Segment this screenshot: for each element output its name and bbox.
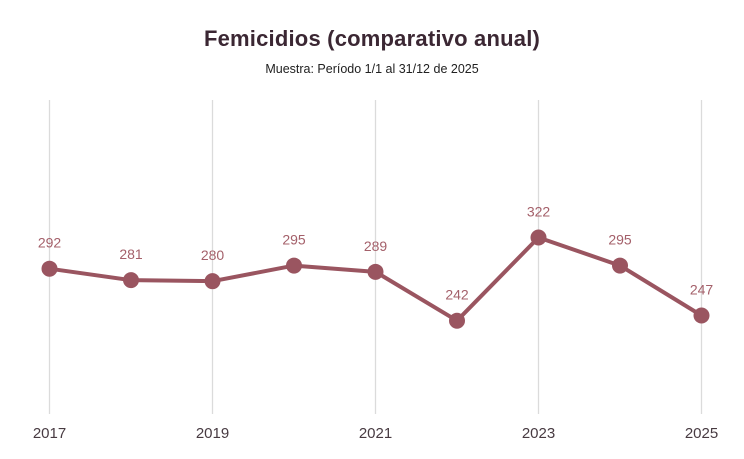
value-label: 289 [364,238,388,254]
data-point [41,260,58,277]
x-axis-label: 2023 [522,425,555,442]
data-point [123,272,139,289]
value-label: 295 [282,232,306,248]
x-axis-label: 2017 [33,425,66,442]
value-label: 322 [527,204,551,220]
data-point [204,273,221,290]
chart-title: Femicidios (comparativo anual) [203,26,541,51]
value-label: 242 [445,287,469,303]
value-label: 280 [201,247,225,263]
x-axis-label: 2025 [685,425,718,442]
data-point [530,229,547,246]
data-point [286,257,302,274]
data-point [693,307,710,324]
data-point [612,257,628,274]
value-label: 295 [608,232,632,248]
value-label: 247 [690,282,714,298]
chart-subtitle: Muestra: Período 1/1 al 31/12 de 2025 [265,62,479,76]
value-label: 281 [119,246,143,262]
data-point [449,312,465,329]
x-axis-label: 2019 [196,425,229,442]
x-axis-label: 2021 [359,425,392,442]
data-point [367,263,384,280]
value-label: 292 [38,235,62,251]
